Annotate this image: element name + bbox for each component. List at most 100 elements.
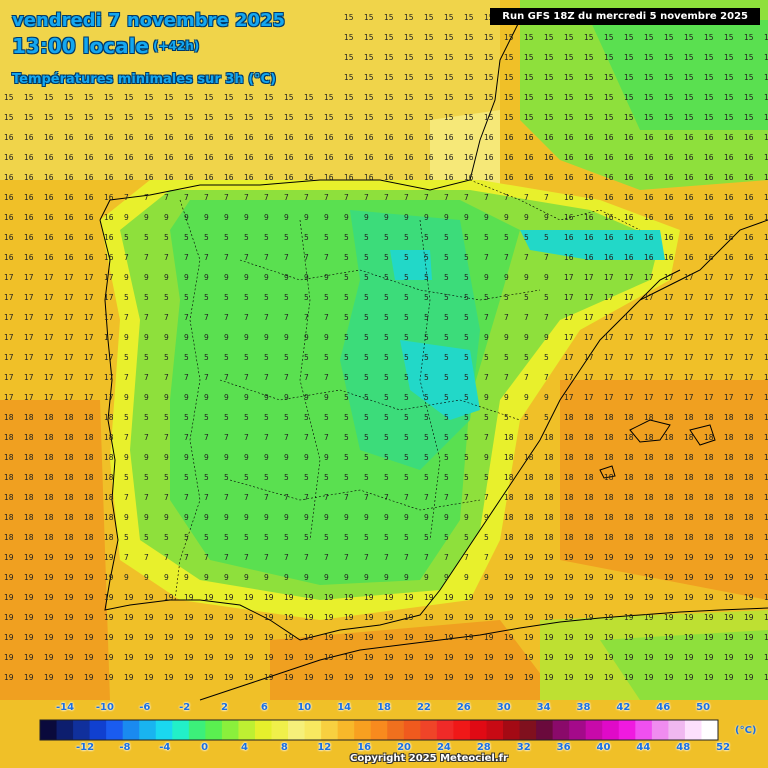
svg-text:19: 19: [744, 633, 754, 642]
svg-text:18: 18: [104, 493, 114, 502]
svg-text:7: 7: [424, 193, 429, 202]
svg-text:7: 7: [384, 193, 389, 202]
legend-swatch: [618, 720, 636, 740]
svg-text:18: 18: [544, 473, 554, 482]
svg-text:19: 19: [184, 673, 194, 682]
svg-text:9: 9: [424, 573, 429, 582]
svg-text:15: 15: [664, 33, 674, 42]
svg-text:19: 19: [24, 593, 34, 602]
svg-text:19: 19: [604, 633, 614, 642]
svg-text:16: 16: [324, 133, 334, 142]
svg-text:19: 19: [264, 633, 274, 642]
svg-text:15: 15: [424, 93, 434, 102]
svg-text:15: 15: [444, 93, 454, 102]
svg-text:7: 7: [324, 193, 329, 202]
svg-text:17: 17: [564, 373, 574, 382]
svg-text:5: 5: [324, 233, 329, 242]
svg-text:5: 5: [224, 413, 229, 422]
legend-label: -12: [75, 742, 95, 753]
svg-text:5: 5: [464, 393, 469, 402]
svg-text:16: 16: [724, 153, 734, 162]
svg-text:18: 18: [524, 493, 534, 502]
svg-text:18: 18: [44, 513, 54, 522]
svg-text:7: 7: [124, 193, 129, 202]
svg-text:16: 16: [604, 193, 614, 202]
svg-text:19: 19: [744, 673, 754, 682]
svg-text:19: 19: [744, 613, 754, 622]
svg-text:5: 5: [364, 473, 369, 482]
svg-text:19: 19: [4, 553, 14, 562]
svg-text:5: 5: [384, 313, 389, 322]
svg-text:5: 5: [424, 373, 429, 382]
svg-text:9: 9: [204, 213, 209, 222]
svg-text:5: 5: [404, 413, 409, 422]
svg-text:19: 19: [564, 633, 574, 642]
svg-text:19: 19: [604, 673, 614, 682]
svg-text:19: 19: [544, 573, 554, 582]
svg-text:16: 16: [84, 153, 94, 162]
svg-text:5: 5: [464, 453, 469, 462]
svg-text:18: 18: [44, 413, 54, 422]
svg-text:5: 5: [344, 453, 349, 462]
svg-text:5: 5: [384, 233, 389, 242]
svg-text:17: 17: [684, 293, 694, 302]
svg-text:18: 18: [44, 453, 54, 462]
svg-text:5: 5: [524, 293, 529, 302]
svg-text:19: 19: [404, 633, 414, 642]
svg-text:5: 5: [184, 413, 189, 422]
svg-text:19: 19: [664, 553, 674, 562]
svg-text:17: 17: [64, 333, 74, 342]
svg-text:18: 18: [4, 513, 14, 522]
svg-text:18: 18: [4, 493, 14, 502]
svg-text:18: 18: [664, 533, 674, 542]
svg-text:17: 17: [704, 393, 714, 402]
svg-text:17: 17: [604, 293, 614, 302]
svg-text:19: 19: [424, 613, 434, 622]
svg-text:15: 15: [744, 113, 754, 122]
svg-text:18: 18: [104, 533, 114, 542]
svg-text:19: 19: [484, 653, 494, 662]
svg-text:5: 5: [364, 313, 369, 322]
svg-text:15: 15: [64, 93, 74, 102]
svg-text:17: 17: [684, 313, 694, 322]
svg-text:19: 19: [84, 593, 94, 602]
svg-text:16: 16: [724, 133, 734, 142]
svg-text:16: 16: [304, 133, 314, 142]
svg-text:15: 15: [244, 113, 254, 122]
svg-text:18: 18: [24, 473, 34, 482]
svg-text:17: 17: [44, 353, 54, 362]
svg-text:7: 7: [544, 313, 549, 322]
svg-text:15: 15: [44, 93, 54, 102]
svg-text:16: 16: [184, 153, 194, 162]
svg-text:16: 16: [344, 173, 354, 182]
svg-text:15: 15: [4, 93, 14, 102]
svg-text:5: 5: [364, 453, 369, 462]
svg-text:9: 9: [144, 273, 149, 282]
svg-text:16: 16: [644, 213, 654, 222]
svg-text:19: 19: [344, 653, 354, 662]
svg-text:7: 7: [284, 493, 289, 502]
svg-text:5: 5: [284, 533, 289, 542]
legend-swatch: [205, 720, 223, 740]
svg-text:5: 5: [204, 473, 209, 482]
svg-text:16: 16: [164, 133, 174, 142]
svg-text:16: 16: [704, 173, 714, 182]
svg-text:15: 15: [404, 53, 414, 62]
svg-text:5: 5: [384, 353, 389, 362]
svg-text:19: 19: [744, 573, 754, 582]
svg-text:16: 16: [744, 153, 754, 162]
svg-text:17: 17: [24, 373, 34, 382]
svg-text:19: 19: [504, 553, 514, 562]
svg-text:9: 9: [464, 573, 469, 582]
legend-swatch: [420, 720, 438, 740]
svg-text:15: 15: [24, 93, 34, 102]
svg-text:17: 17: [584, 313, 594, 322]
svg-text:15: 15: [124, 93, 134, 102]
svg-text:5: 5: [384, 533, 389, 542]
svg-text:17: 17: [644, 313, 654, 322]
svg-text:9: 9: [264, 513, 269, 522]
svg-text:16: 16: [44, 193, 54, 202]
svg-text:17: 17: [764, 353, 768, 362]
svg-text:17: 17: [564, 393, 574, 402]
svg-text:17: 17: [664, 273, 674, 282]
